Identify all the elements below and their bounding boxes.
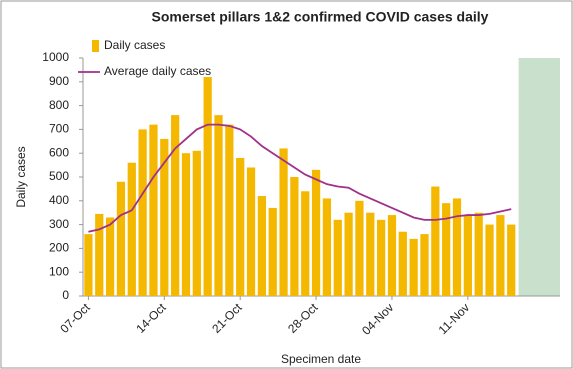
bar xyxy=(333,219,342,296)
bar xyxy=(355,200,364,296)
bar xyxy=(398,231,407,296)
bar xyxy=(246,167,256,296)
incomplete-region xyxy=(518,58,560,296)
bar xyxy=(485,224,494,296)
bar xyxy=(149,124,158,296)
bar xyxy=(95,213,104,296)
bar xyxy=(268,207,277,296)
y-tick-label: 1000 xyxy=(42,50,69,64)
y-tick-label: 800 xyxy=(49,98,69,112)
bar xyxy=(171,115,180,297)
bar xyxy=(84,234,93,296)
y-tick-label: 0 xyxy=(62,288,69,302)
y-tick-label: 100 xyxy=(49,264,69,278)
bar xyxy=(192,150,201,296)
y-tick-label: 200 xyxy=(49,241,69,255)
bar xyxy=(420,234,429,296)
bar xyxy=(105,217,115,296)
y-tick-label: 700 xyxy=(49,122,69,136)
bar xyxy=(377,219,386,296)
y-tick-label: 300 xyxy=(49,217,69,231)
line xyxy=(88,123,512,233)
bar xyxy=(474,212,483,296)
bar xyxy=(322,198,332,296)
bar xyxy=(138,129,147,296)
bar xyxy=(452,198,462,296)
bar xyxy=(463,215,472,296)
legend-swatch xyxy=(92,40,99,52)
bar xyxy=(181,153,191,296)
bar xyxy=(127,162,136,296)
bar xyxy=(257,196,266,296)
y-tick-label: 900 xyxy=(49,74,69,88)
bar xyxy=(301,191,310,296)
bar xyxy=(214,115,223,297)
legend-label: Daily cases xyxy=(104,38,165,52)
y-tick-label: 500 xyxy=(49,169,69,183)
bar xyxy=(431,186,440,296)
bar xyxy=(279,148,288,296)
bar xyxy=(225,124,234,296)
y-axis-label: Daily cases xyxy=(14,146,28,207)
bar xyxy=(290,177,299,296)
bar xyxy=(236,157,245,296)
bar xyxy=(409,238,418,296)
bar xyxy=(344,212,353,296)
bar xyxy=(366,212,375,296)
bar xyxy=(387,215,397,296)
bar xyxy=(496,215,505,296)
bar xyxy=(160,138,169,296)
bar xyxy=(311,169,321,296)
legend-label: Average daily cases xyxy=(104,64,211,78)
bar xyxy=(203,77,212,296)
bar xyxy=(507,224,516,296)
bar xyxy=(442,203,451,296)
chart-title: Somerset pillars 1&2 confirmed COVID cas… xyxy=(152,9,489,25)
y-tick-label: 400 xyxy=(49,193,69,207)
bar xyxy=(116,181,126,296)
x-axis-label: Specimen date xyxy=(281,352,361,366)
y-tick-label: 600 xyxy=(49,145,69,159)
